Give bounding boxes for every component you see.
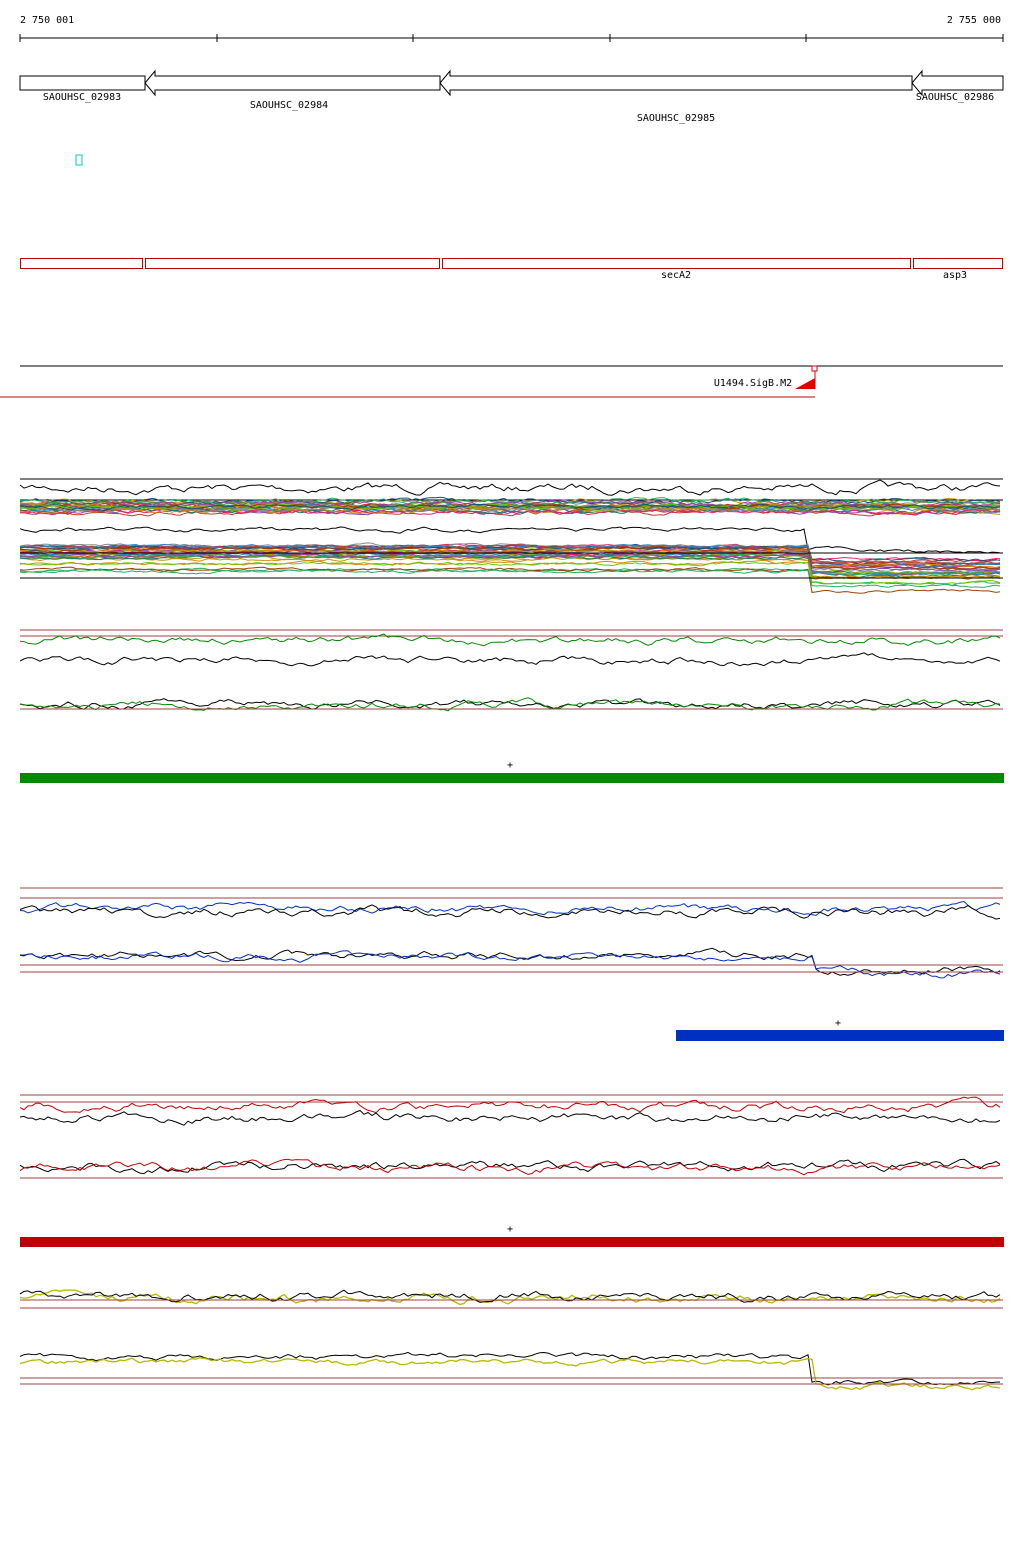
trace — [19, 496, 1001, 506]
trace — [19, 526, 1001, 554]
promoter-arrow — [795, 378, 815, 389]
trace — [19, 652, 1001, 667]
strand-mark: + — [507, 760, 513, 771]
operon-label: asp3 — [943, 270, 967, 281]
gene-arrow — [19, 75, 146, 91]
gene-label: SAOUHSC_02983 — [43, 92, 121, 103]
trace — [19, 503, 1000, 511]
trace — [20, 506, 1001, 515]
trace — [19, 496, 1001, 505]
trace — [19, 633, 1001, 647]
segment-bar — [676, 1030, 1004, 1041]
trace — [19, 568, 1001, 588]
trace — [19, 947, 1001, 976]
ruler-start: 2 750 001 — [20, 15, 74, 26]
trace — [19, 900, 1001, 916]
trace — [19, 1289, 1001, 1303]
operon — [442, 258, 911, 269]
gene-label: SAOUHSC_02985 — [637, 113, 715, 124]
gene-arrow — [144, 69, 441, 97]
trace — [19, 698, 1001, 710]
trace — [19, 548, 1001, 569]
trace — [19, 950, 1001, 979]
trace — [19, 503, 1001, 513]
trace — [19, 561, 1001, 585]
trace — [19, 553, 1001, 573]
marker — [75, 154, 83, 166]
ruler-ticks — [19, 34, 1004, 42]
gene-arrow — [439, 69, 913, 97]
gene-label: SAOUHSC_02986 — [916, 92, 994, 103]
trace — [19, 1158, 1001, 1176]
strand-mark: + — [835, 1018, 841, 1029]
trace — [19, 904, 1001, 920]
ruler-end: 2 755 000 — [947, 15, 1001, 26]
segment-bar — [20, 1237, 1004, 1247]
trace — [19, 553, 1001, 576]
operon-label: secA2 — [661, 270, 691, 281]
operon — [145, 258, 440, 269]
segment-bar — [20, 773, 1004, 783]
promoter-box — [811, 365, 818, 372]
gene-arrow — [911, 69, 1004, 97]
promoter-label: U1494.SigB.M2 — [714, 378, 792, 389]
trace — [19, 1289, 1001, 1306]
trace — [19, 542, 1001, 565]
trace — [19, 1109, 1001, 1126]
trace — [19, 697, 1001, 712]
trace — [19, 499, 1001, 509]
strand-mark: + — [507, 1224, 513, 1235]
trace — [19, 1357, 1001, 1391]
trace — [19, 545, 1001, 570]
trace — [19, 1158, 1001, 1175]
operon — [913, 258, 1003, 269]
expression-traces — [19, 478, 1003, 1391]
operons — [20, 258, 1003, 269]
trace — [19, 479, 1001, 496]
operon — [20, 258, 143, 269]
genes: SAOUHSC_02983 SAOUHSC_02984 SAOUHSC_02985 S… — [19, 69, 1004, 124]
trace — [19, 1351, 1001, 1386]
trace — [19, 544, 1001, 565]
trace — [19, 566, 1001, 594]
trace — [19, 1096, 1001, 1114]
gene-label: SAOUHSC_02984 — [250, 100, 328, 111]
